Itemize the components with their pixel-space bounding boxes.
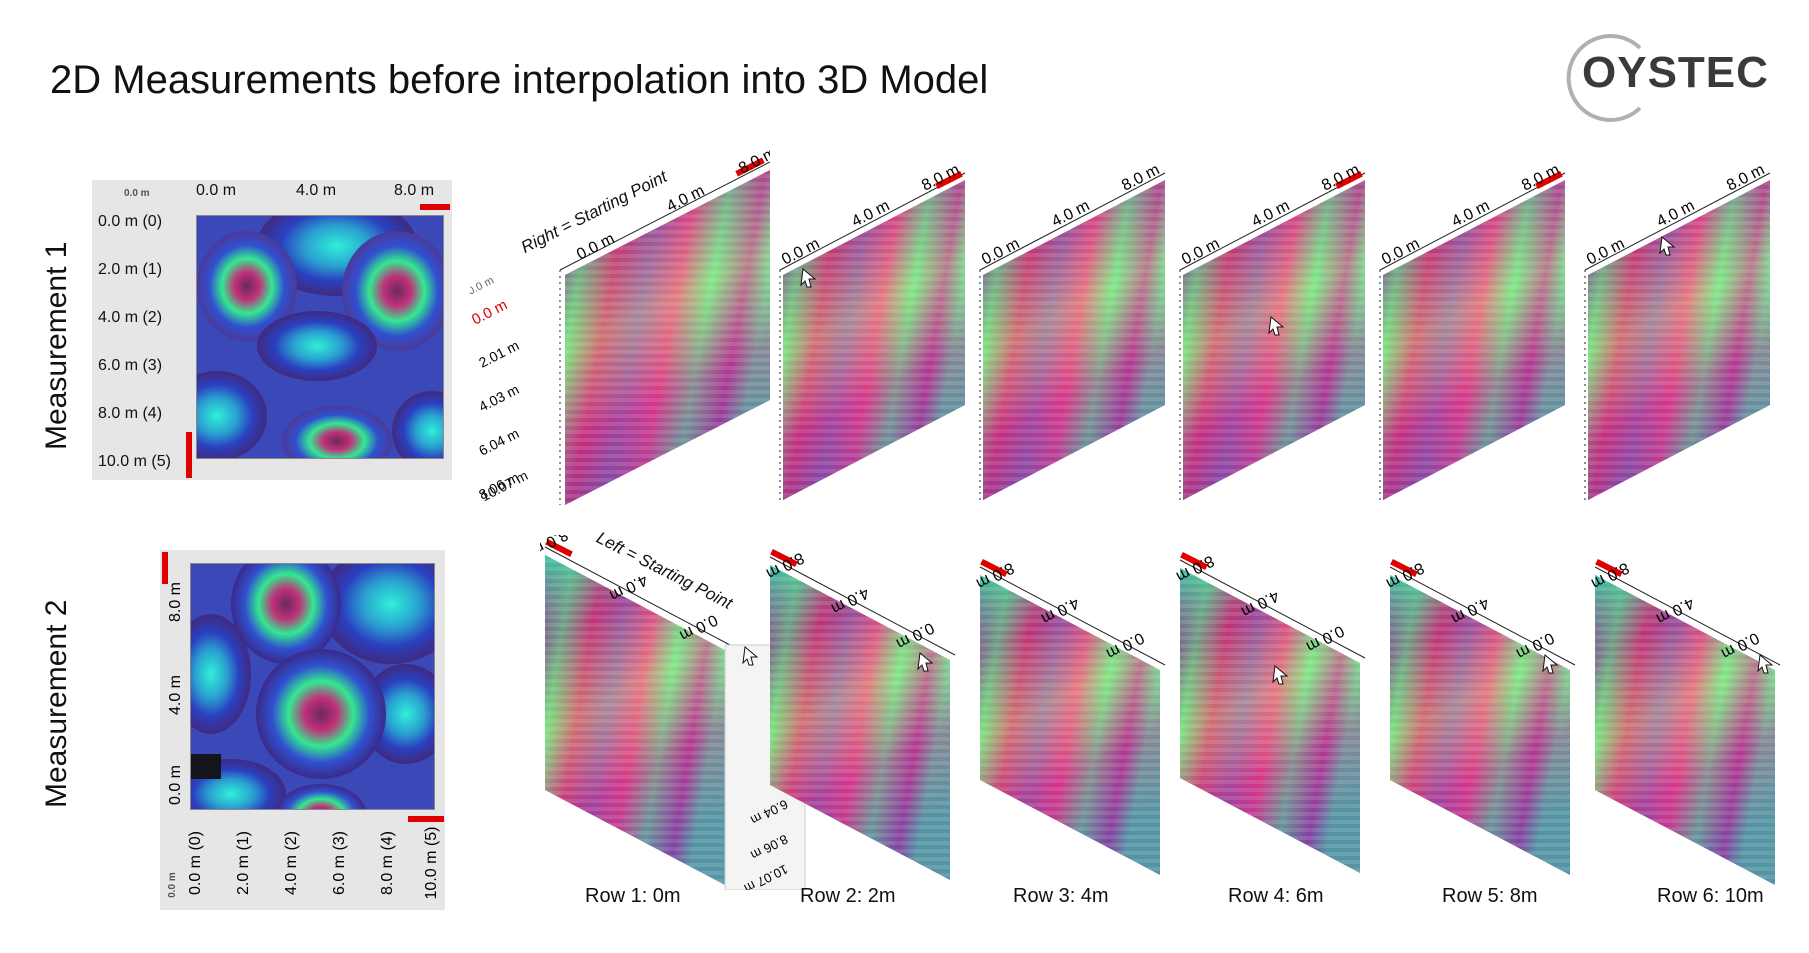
page-title: 2D Measurements before interpolation int… (50, 58, 989, 102)
cursor-icon (1757, 654, 1774, 674)
section-x-tick: 8.0 m (540, 535, 571, 559)
m1-x-tick: 8.0 m (394, 182, 435, 199)
m2-row1-section: 8.0 m 4.0 m 0.0 m m m m 6.04 m 8.06 m 10… (540, 535, 806, 890)
m1-start-marker-top (420, 204, 450, 210)
m2-top-view-map (190, 563, 435, 810)
m2-row-tick: 10.0 m (5) (423, 827, 440, 900)
row-label-1: Row 1: 0m (585, 885, 681, 907)
m2-row4-section: 8.0 m 4.0 m 0.0 m (1175, 552, 1366, 873)
m2-start-marker-right (408, 816, 444, 822)
m1-row-tick: 8.0 m (4) (98, 405, 163, 422)
m1-x-tick: 4.0 m (296, 182, 337, 199)
m2-row-axis: 0.0 m 0.0 m (0) 2.0 m (1) 4.0 m (2) 6.0 … (167, 827, 440, 900)
m1-row1-section: 0.0 m 4.0 m 8.0 m 0.0 m 0.0 m 2.01 m 4.0… (470, 150, 770, 505)
depth-tick: 4.03 m (476, 381, 521, 415)
depth-tick: 2.01 m (476, 337, 521, 371)
m1-row-tick: 6.0 m (3) (98, 357, 163, 374)
m1-row-tick: 4.0 m (2) (98, 309, 163, 326)
cursor-icon (1268, 316, 1285, 336)
m2-row2-section: 8.0 m 4.0 m 0.0 m (765, 549, 956, 880)
m2-start-marker-top (162, 552, 168, 584)
m2-row3-section: 8.0 m 4.0 m 0.0 m (975, 559, 1166, 875)
cursor-icon (1659, 236, 1676, 256)
m1-row-tick: 10.0 m (5) (98, 453, 171, 470)
m1-row3-section: 0.0 m 4.0 m 8.0 m (979, 165, 1166, 500)
m2-origin-label: 0.0 m (167, 872, 178, 898)
m2-row6-section: 8.0 m 4.0 m 0.0 m (1590, 559, 1781, 885)
m2-row-tick: 6.0 m (3) (331, 831, 348, 895)
depth-tick: 0.0 m (470, 296, 510, 328)
measurement-2-label: Measurement 2 (40, 599, 73, 808)
m1-row-tick: 2.0 m (1) (98, 261, 163, 278)
m2-row-tick: 0.0 m (0) (187, 831, 204, 895)
m1-row2-section: 0.0 m 4.0 m 8.0 m (779, 165, 966, 500)
m2-y-tick: 4.0 m (167, 675, 184, 715)
row-label-6: Row 6: 10m (1657, 885, 1764, 907)
row-label-3: Row 3: 4m (1013, 885, 1109, 907)
row-label-4: Row 4: 6m (1228, 885, 1324, 907)
row-label-2: Row 2: 2m (800, 885, 896, 907)
m1-top-view-map (196, 215, 444, 459)
m1-start-marker-left (186, 432, 192, 478)
measurement-1-label: Measurement 1 (40, 241, 73, 450)
m2-y-axis: 8.0 m 4.0 m 0.0 m (167, 582, 184, 805)
m1-row5-section: 0.0 m 4.0 m 8.0 m (1379, 165, 1566, 500)
m1-row-tick: 0.0 m (0) (98, 213, 163, 230)
m1-origin-label: 0.0 m (124, 188, 150, 199)
cursor-icon (800, 268, 817, 288)
depth-tick: 0.0 m (470, 274, 496, 297)
logo-arc-icon (1566, 34, 1642, 122)
cursor-icon (1272, 665, 1289, 685)
m2-row-tick: 8.0 m (4) (379, 831, 396, 895)
cursor-icon (917, 652, 934, 672)
logo-text: OYSTEC (1582, 48, 1769, 97)
m2-y-tick: 8.0 m (167, 582, 184, 622)
m1-row4-section: 0.0 m 4.0 m 8.0 m (1179, 165, 1366, 500)
m2-y-tick: 0.0 m (167, 765, 184, 805)
m1-x-tick: 0.0 m (196, 182, 237, 199)
m2-row-tick: 2.0 m (1) (235, 831, 252, 895)
m2-row5-section: 8.0 m 4.0 m 0.0 m (1385, 559, 1576, 875)
cursor-icon (1542, 654, 1559, 674)
oystec-logo: OYSTEC (1560, 30, 1790, 125)
m2-row-tick: 4.0 m (2) (283, 831, 300, 895)
cursor-icon (742, 646, 759, 666)
row-label-5: Row 5: 8m (1442, 885, 1538, 907)
m1-row6-section: 0.0 m 4.0 m 8.0 m (1584, 165, 1771, 500)
depth-tick: 6.04 m (476, 425, 521, 459)
